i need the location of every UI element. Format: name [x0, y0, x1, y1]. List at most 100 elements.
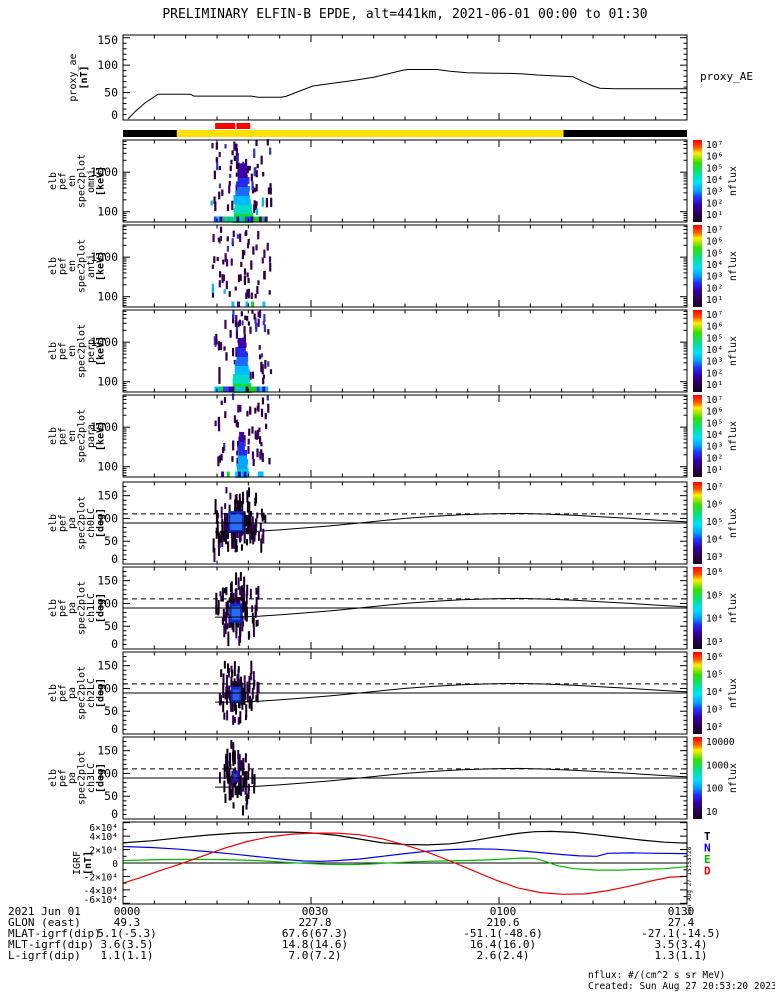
svg-text:10⁵: 10⁵ — [706, 590, 723, 601]
svg-text:10⁴: 10⁴ — [706, 535, 723, 546]
svg-text:10⁵: 10⁵ — [706, 248, 723, 259]
axis-value: 14.8(14.6) — [281, 938, 349, 951]
axis-row-label: 2021 Jun 01 — [8, 905, 81, 918]
panel-epoch-bar — [123, 123, 687, 137]
svg-text:spec2plot: spec2plot — [77, 239, 88, 293]
svg-text:150: 150 — [97, 659, 118, 673]
svg-text:nflux: nflux — [728, 251, 739, 281]
svg-text:10²: 10² — [706, 283, 723, 294]
svg-text:pef: pef — [58, 514, 69, 532]
svg-text:[deg]: [deg] — [96, 678, 107, 708]
svg-text:elb: elb — [48, 172, 59, 190]
svg-text:elb: elb — [48, 514, 59, 532]
svg-text:10⁵: 10⁵ — [706, 333, 723, 344]
svg-text:100: 100 — [97, 596, 118, 610]
svg-text:150: 150 — [97, 574, 118, 588]
axis-value: 227.8 — [298, 916, 332, 929]
pitch-angle-event — [212, 487, 267, 563]
svg-text:10⁵: 10⁵ — [706, 517, 723, 528]
svg-text:10⁶: 10⁶ — [706, 322, 723, 333]
axis-value: 3.5(3.4) — [654, 938, 708, 951]
created-timestamp: Created: Sun Aug 27 20:53:20 2023 — [588, 981, 775, 992]
svg-text:6×10⁴: 6×10⁴ — [89, 823, 118, 834]
svg-text:nflux: nflux — [728, 763, 739, 793]
svg-text:10³: 10³ — [706, 357, 723, 368]
svg-text:spec2plot: spec2plot — [77, 154, 88, 208]
svg-text:E: E — [704, 853, 711, 866]
colorbar — [693, 225, 702, 307]
panel-spec-omni: 1000100elbpefenspec2plotomni[keV]10⁷10⁶1… — [48, 139, 739, 223]
svg-text:10⁶: 10⁶ — [706, 652, 723, 663]
colorbar — [693, 652, 702, 734]
svg-text:0: 0 — [111, 722, 118, 736]
svg-text:nflux: nflux — [728, 336, 739, 366]
svg-text:elb: elb — [48, 684, 59, 702]
svg-text:10³: 10³ — [706, 442, 723, 453]
time-axis-annotations: 2021 Jun 01 0000 0030 0100 0130 GLON (east) 49… — [0, 906, 775, 964]
axis-value: 1.3(1.1) — [654, 949, 708, 962]
svg-text:10⁴: 10⁴ — [706, 175, 723, 186]
svg-text:para: para — [86, 424, 97, 448]
svg-text:elb: elb — [48, 342, 59, 360]
svg-text:100: 100 — [97, 511, 118, 525]
svg-text:10⁷: 10⁷ — [706, 310, 723, 321]
colorbar — [693, 140, 702, 222]
svg-text:10⁴: 10⁴ — [706, 430, 723, 441]
axis-value: 0100 — [489, 905, 517, 918]
svg-text:10: 10 — [706, 807, 718, 818]
svg-text:10¹: 10¹ — [706, 465, 723, 476]
axis-row-label: MLT-igrf(dip) — [8, 938, 95, 951]
svg-text:150: 150 — [97, 489, 118, 503]
svg-text:10³: 10³ — [706, 637, 723, 648]
svg-text:10²: 10² — [706, 368, 723, 379]
svg-text:nflux: nflux — [728, 508, 739, 538]
svg-text:anti: anti — [86, 254, 97, 278]
svg-text:elb: elb — [48, 427, 59, 445]
axis-value: 67.6(67.3) — [281, 927, 349, 940]
panel-spec-perp: 1000100elbpefenspec2plotperp[keV]10⁷10⁶1… — [48, 309, 739, 393]
svg-text:10⁷: 10⁷ — [706, 395, 723, 406]
svg-text:10²: 10² — [706, 198, 723, 209]
svg-text:-4×10⁴: -4×10⁴ — [84, 886, 118, 897]
svg-text:D: D — [704, 865, 711, 878]
colorbar — [693, 482, 702, 564]
svg-text:10³: 10³ — [706, 272, 723, 283]
svg-text:Sun Aug 27 15:53:28: Sun Aug 27 15:53:28 — [686, 846, 693, 915]
axis-value: 2.6(2.4) — [476, 949, 530, 962]
svg-text:10⁷: 10⁷ — [706, 482, 723, 493]
svg-text:omni: omni — [86, 169, 97, 193]
svg-text:50: 50 — [104, 534, 118, 548]
spectrogram-event — [213, 309, 273, 393]
axis-value: 49.3 — [113, 916, 141, 929]
colorbar — [693, 310, 702, 392]
svg-text:10⁵: 10⁵ — [706, 670, 723, 681]
colorbar — [693, 737, 702, 819]
svg-text:0: 0 — [111, 552, 118, 566]
svg-text:pa: pa — [67, 602, 78, 614]
axis-value: -27.1(-14.5) — [641, 927, 721, 940]
svg-text:0: 0 — [111, 637, 118, 651]
axis-value: 0130 — [667, 905, 695, 918]
svg-text:pa: pa — [67, 517, 78, 529]
axis-row-label: MLAT-igrf(dip) — [8, 927, 101, 940]
axis-row-label: GLON (east) — [8, 916, 81, 929]
svg-text:10⁵: 10⁵ — [706, 163, 723, 174]
svg-text:100: 100 — [97, 205, 118, 219]
svg-text:[deg]: [deg] — [96, 508, 107, 538]
svg-text:pa: pa — [67, 687, 78, 699]
svg-text:1000: 1000 — [90, 335, 118, 349]
svg-text:[keV]: [keV] — [96, 336, 107, 366]
svg-text:[nT]: [nT] — [83, 851, 94, 875]
svg-text:100: 100 — [706, 784, 723, 795]
svg-text:[deg]: [deg] — [96, 593, 107, 623]
axis-row: GLON (east) 49.3 227.8 210.6 27.4 — [0, 917, 775, 928]
svg-text:10⁶: 10⁶ — [706, 567, 723, 578]
svg-text:-2×10⁴: -2×10⁴ — [84, 872, 118, 883]
svg-text:0: 0 — [111, 807, 118, 821]
axis-value: 16.4(16.0) — [469, 938, 537, 951]
axis-value: 27.4 — [667, 916, 695, 929]
